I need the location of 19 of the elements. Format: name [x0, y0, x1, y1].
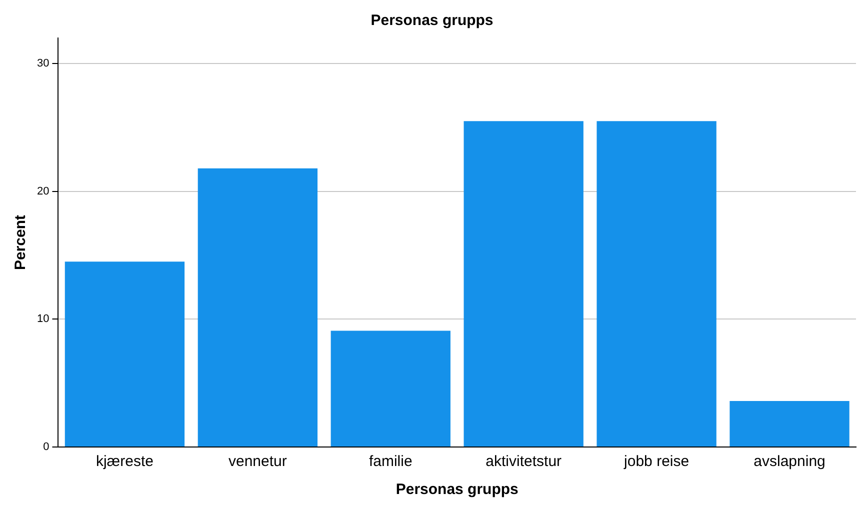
bar — [730, 400, 850, 446]
y-tick-label: 20 — [36, 185, 50, 198]
x-tick-label: familie — [368, 453, 412, 470]
bar — [330, 330, 450, 446]
bar — [198, 168, 318, 446]
y-tick-label: 30 — [36, 58, 50, 70]
x-tick-label: vennetur — [228, 453, 287, 470]
chart-title: Personas grupps — [370, 12, 494, 30]
y-axis-title: Percent — [12, 214, 30, 270]
x-tick-label: avslapning — [754, 453, 826, 470]
x-tick-label: aktivitetstur — [486, 453, 562, 470]
y-tick-label: 10 — [36, 313, 50, 326]
bar — [464, 121, 584, 446]
bar — [596, 121, 716, 446]
x-axis-title: Personas grupps — [396, 481, 518, 498]
x-tick-label: kjæreste — [96, 453, 154, 470]
x-tick-label: jobb reise — [623, 453, 690, 470]
bar — [64, 262, 185, 446]
y-tick-label: 0 — [43, 441, 50, 454]
